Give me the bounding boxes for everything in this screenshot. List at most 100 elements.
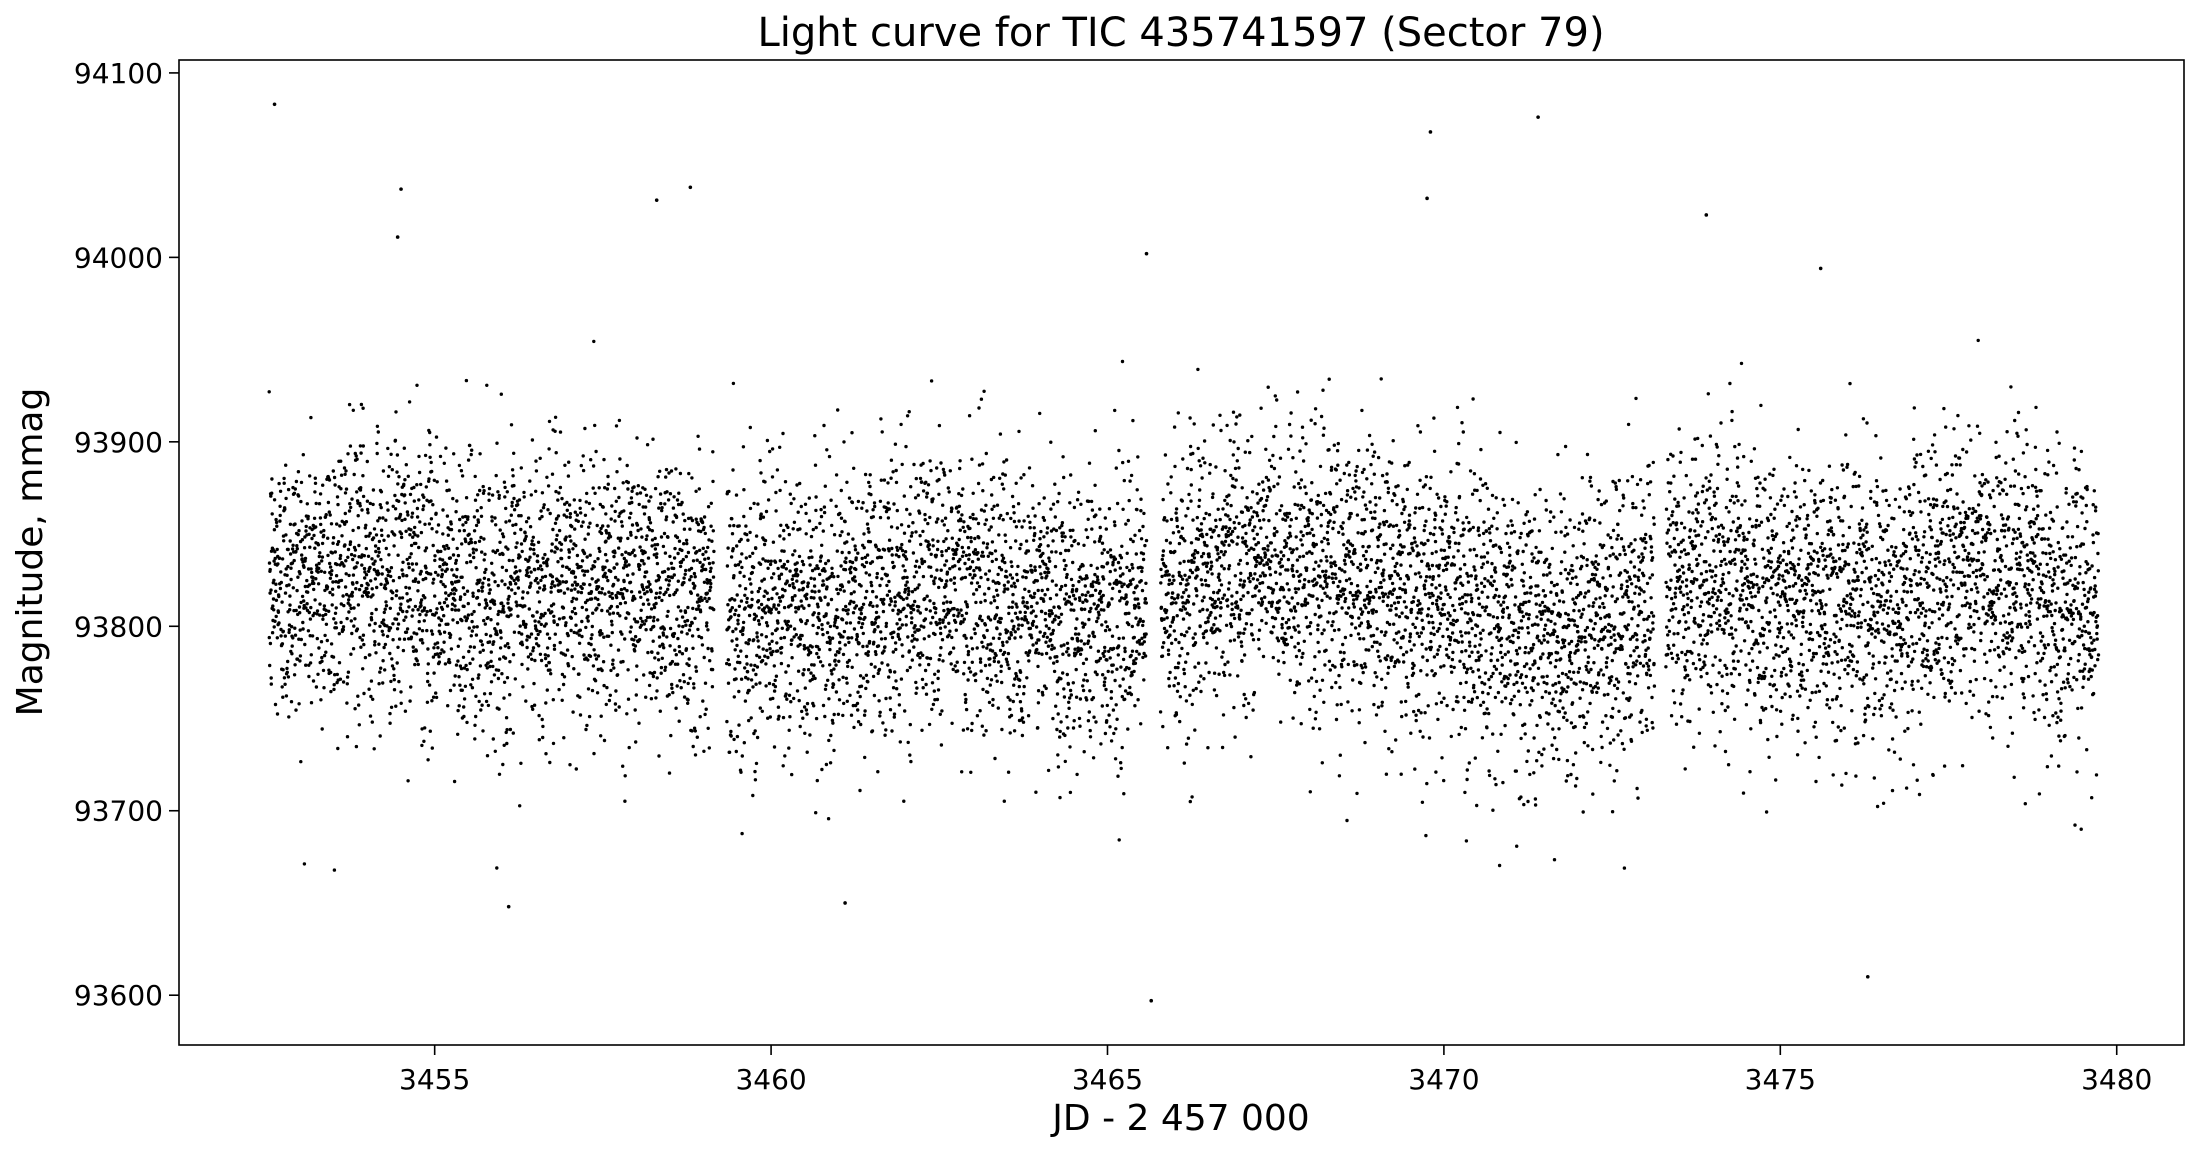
data-point [348, 444, 353, 448]
data-point [823, 569, 827, 573]
data-point [532, 703, 537, 707]
data-point [287, 583, 291, 587]
data-point [1139, 509, 1143, 513]
data-point [885, 593, 890, 597]
data-point [455, 620, 460, 625]
data-point [272, 559, 276, 563]
data-point [387, 569, 392, 573]
data-point [1102, 608, 1106, 612]
data-point [388, 721, 392, 725]
data-point [804, 621, 808, 626]
data-point [1054, 593, 1059, 597]
data-point [321, 617, 325, 621]
data-point [597, 546, 601, 551]
data-point [495, 866, 499, 870]
data-point [378, 734, 382, 738]
data-point [705, 591, 709, 595]
data-point [1131, 418, 1135, 423]
data-point [323, 570, 327, 574]
data-point [991, 579, 995, 583]
data-point [1052, 646, 1056, 650]
data-point [499, 636, 503, 640]
data-point [1076, 490, 1081, 494]
data-point [339, 459, 343, 463]
data-point [814, 525, 818, 530]
data-point [370, 587, 374, 591]
data-point [344, 469, 348, 473]
data-point [1138, 617, 1143, 621]
data-point [1042, 535, 1046, 539]
data-point [540, 567, 544, 572]
data-point [1176, 596, 1180, 600]
data-point [816, 605, 820, 609]
data-point [304, 529, 308, 533]
data-point [508, 693, 512, 697]
data-point [734, 608, 738, 612]
data-point [1103, 676, 1107, 680]
data-point [1030, 484, 1035, 488]
data-point [433, 594, 437, 598]
data-point [609, 643, 613, 647]
data-point [1076, 542, 1081, 546]
data-point [621, 764, 625, 768]
data-point [1186, 506, 1190, 511]
data-point [528, 525, 533, 529]
data-point [581, 520, 585, 524]
data-point [881, 602, 886, 606]
data-point [523, 625, 528, 629]
data-point [702, 580, 707, 584]
data-point [789, 603, 793, 607]
data-point [938, 626, 943, 630]
data-point [636, 528, 640, 533]
data-point [910, 616, 914, 620]
data-point [990, 551, 994, 556]
data-point [522, 495, 526, 499]
data-point [996, 660, 1001, 664]
data-point [1185, 611, 1189, 615]
data-point [1010, 494, 1015, 499]
data-point [328, 513, 332, 517]
data-point [1011, 699, 1015, 704]
data-point [700, 643, 705, 647]
data-point [1119, 766, 1123, 771]
data-point [708, 569, 713, 574]
data-point [957, 537, 961, 542]
data-point [558, 485, 563, 490]
data-point [501, 762, 505, 767]
data-point [838, 647, 842, 651]
data-point [873, 504, 877, 509]
data-point [511, 474, 515, 478]
data-point [1031, 619, 1036, 624]
data-point [887, 589, 892, 593]
data-point [802, 580, 806, 584]
data-point [516, 578, 520, 582]
data-point [927, 634, 931, 638]
data-point [804, 708, 809, 712]
data-point [825, 630, 830, 635]
data-point [416, 534, 420, 538]
data-point [789, 700, 793, 704]
data-point [1001, 643, 1005, 648]
data-point [306, 590, 310, 594]
data-point [563, 653, 568, 657]
data-point [1047, 570, 1051, 575]
data-point [461, 523, 465, 527]
data-point [322, 528, 326, 533]
data-point [630, 489, 634, 493]
data-point [296, 575, 300, 579]
data-point [1113, 678, 1117, 683]
data-point [1026, 653, 1030, 657]
data-point [1048, 559, 1052, 563]
data-point [633, 644, 638, 648]
data-point [1073, 647, 1077, 651]
data-point [331, 580, 335, 584]
data-point [832, 712, 836, 717]
data-point [356, 603, 361, 607]
data-point [809, 576, 813, 580]
data-point [286, 547, 290, 552]
data-point [834, 663, 838, 667]
data-point [735, 593, 739, 597]
data-point [1128, 479, 1132, 483]
data-point [1197, 680, 1201, 684]
data-point [658, 709, 662, 713]
